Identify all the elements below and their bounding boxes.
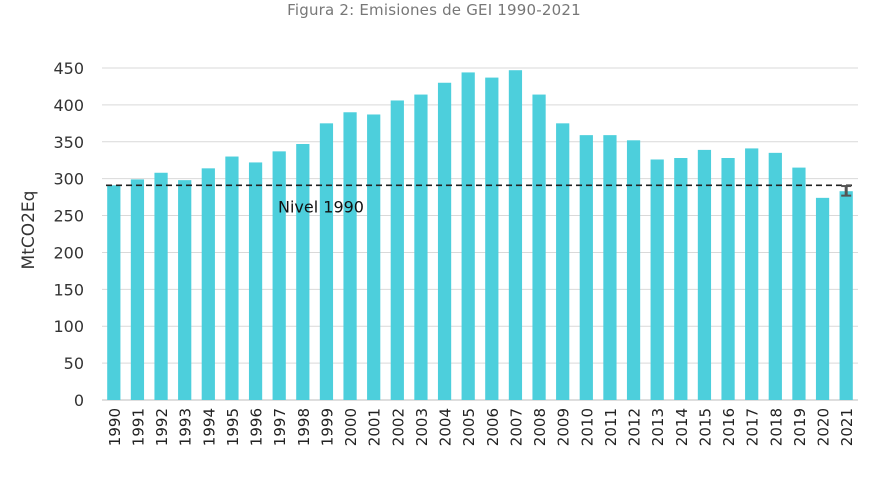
reference-line-label: Nivel 1990	[278, 197, 364, 216]
x-tick-label-1996: 1996	[248, 408, 266, 446]
bar-2000	[343, 112, 357, 401]
bar-1992	[154, 172, 168, 400]
y-tick-labels: 0 50 100 150 200 250 300 350 400 450	[53, 59, 84, 410]
bar-2004	[437, 82, 452, 400]
y-tick-label-400: 400	[53, 96, 84, 115]
error-bar-2021	[841, 185, 852, 197]
x-tick-label-2004: 2004	[437, 408, 455, 446]
y-tick-label-250: 250	[53, 207, 84, 226]
x-tick-label-1999: 1999	[318, 408, 336, 446]
bar-2011	[603, 135, 617, 401]
bar-2003	[414, 94, 428, 400]
bar-2013	[650, 159, 664, 400]
x-tick-label-2014: 2014	[673, 408, 691, 446]
x-tick-label-2003: 2003	[413, 408, 431, 446]
x-tick-label-2012: 2012	[626, 408, 644, 446]
x-tick-label-1994: 1994	[200, 408, 218, 446]
y-axis-label: MtCO2Eq	[19, 191, 39, 270]
x-tick-label-2015: 2015	[696, 408, 714, 446]
bar-2018	[768, 152, 782, 400]
y-tick-label-150: 150	[53, 280, 84, 299]
bar-1990	[107, 185, 121, 400]
bar-1999	[319, 123, 334, 400]
bar-2020	[815, 197, 830, 400]
bar-2014	[674, 158, 688, 400]
x-tick-label-1997: 1997	[271, 408, 289, 446]
bar-2012	[626, 140, 641, 400]
bar-2001	[367, 114, 381, 400]
y-tick-label-300: 300	[53, 170, 84, 189]
bar-2016	[721, 158, 735, 400]
x-tick-label-2016: 2016	[720, 408, 738, 446]
x-tick-label-1990: 1990	[106, 408, 124, 446]
bars	[107, 70, 853, 401]
y-tick-label-50: 50	[64, 354, 84, 373]
x-tick-label-2005: 2005	[460, 408, 478, 446]
x-tick-label-2020: 2020	[815, 408, 833, 446]
y-tick-label-0: 0	[74, 391, 84, 410]
grid-lines	[102, 67, 858, 401]
x-tick-label-2010: 2010	[578, 408, 596, 446]
x-tick-label-2002: 2002	[389, 408, 407, 446]
x-tick-label-2021: 2021	[838, 408, 856, 446]
bar-2010	[579, 135, 593, 401]
chart-title: Figura 2: Emisiones de GEI 1990-2021	[287, 1, 581, 19]
y-tick-label-200: 200	[53, 243, 84, 262]
bar-2021	[839, 191, 853, 400]
bar-1997	[272, 151, 286, 400]
x-tick-label-2011: 2011	[602, 408, 620, 446]
bar-1991	[130, 179, 145, 400]
x-tick-label-2013: 2013	[649, 408, 667, 446]
bar-1994	[201, 168, 215, 400]
bar-2009	[556, 123, 570, 400]
x-tick-label-2017: 2017	[744, 408, 762, 446]
x-tick-label-1995: 1995	[224, 408, 242, 446]
bar-2002	[390, 100, 404, 400]
y-tick-label-350: 350	[53, 133, 84, 152]
y-tick-label-100: 100	[53, 317, 84, 336]
x-tick-label-2008: 2008	[531, 408, 549, 446]
x-tick-label-2018: 2018	[767, 408, 785, 446]
reference-line-group: Nivel 1990	[106, 184, 852, 216]
x-tick-labels: 1990 1991 1992 1993 1994 1995 1996 1997 1998 1999…	[106, 408, 856, 446]
x-tick-label-1993: 1993	[177, 408, 195, 446]
bar-2015	[697, 149, 712, 400]
bar-1998	[296, 143, 310, 401]
x-tick-label-2006: 2006	[484, 408, 502, 446]
bar-2005	[461, 72, 475, 400]
x-tick-label-1992: 1992	[153, 408, 171, 446]
bar-2017	[745, 148, 759, 400]
x-tick-label-1998: 1998	[295, 408, 313, 446]
x-tick-label-2001: 2001	[366, 408, 384, 446]
x-tick-label-2019: 2019	[791, 408, 809, 446]
bar-2006	[485, 77, 499, 400]
bar-2019	[792, 167, 806, 400]
bar-1995	[225, 156, 239, 400]
x-tick-label-2007: 2007	[507, 408, 525, 446]
bar-2007	[508, 70, 523, 401]
x-tick-label-2009: 2009	[555, 408, 573, 446]
bar-1993	[178, 180, 192, 400]
bar-1996	[248, 162, 263, 400]
x-tick-label-2000: 2000	[342, 408, 360, 446]
x-tick-label-1991: 1991	[129, 408, 147, 446]
y-tick-label-450: 450	[53, 59, 84, 78]
bar-2008	[532, 94, 546, 400]
